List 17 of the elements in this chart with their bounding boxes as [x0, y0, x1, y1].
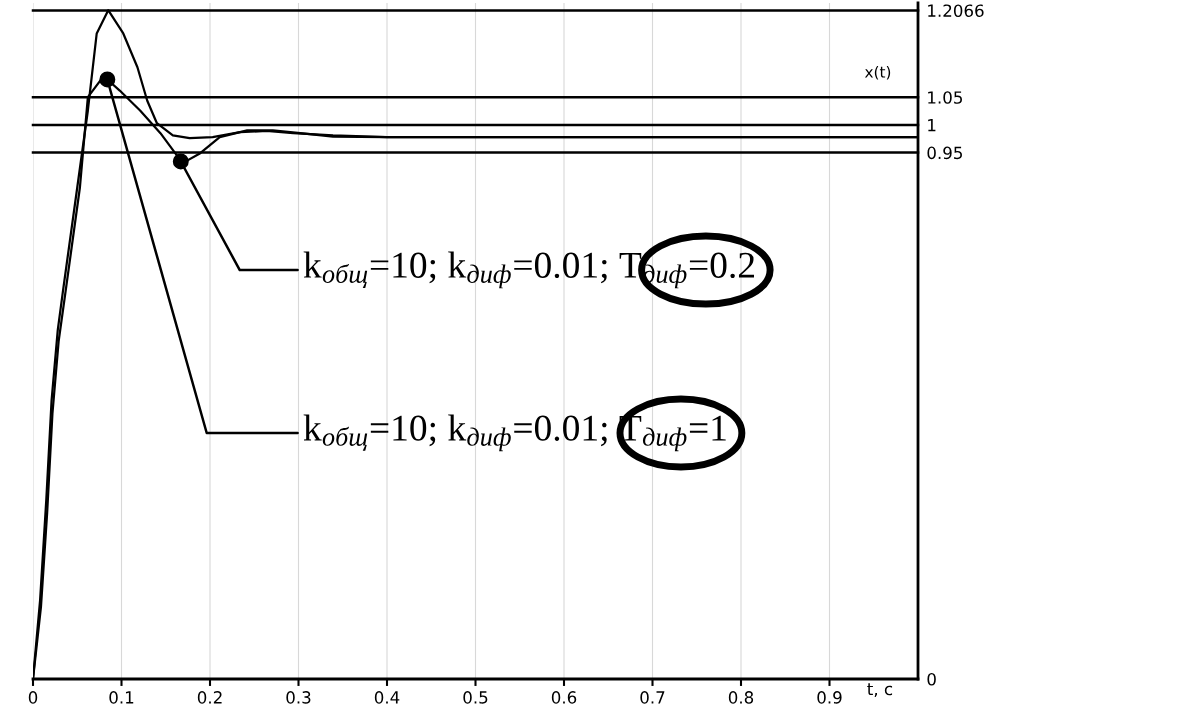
x-tick-label: 0.5	[463, 691, 488, 704]
y-tick-label: 1	[928, 119, 936, 132]
y-axis-title: x(t)	[864, 65, 891, 80]
x-tick-label: 0.3	[286, 691, 311, 704]
x-tick-label: 0.7	[640, 691, 665, 704]
x-axis-title: t, с	[867, 683, 893, 697]
y-tick-label: 0	[927, 672, 936, 686]
x-tick-label: 0.1	[109, 691, 134, 704]
y-tick-label: 0.95	[927, 146, 962, 160]
y-tick-label: 1.2066	[928, 4, 984, 17]
x-tick-label: 0.9	[817, 691, 842, 704]
y-tick-label: 1.05	[928, 91, 962, 104]
x-tick-label: 0.4	[374, 691, 400, 704]
x-tick-label: 0	[28, 691, 38, 704]
x-tick-label: 0.8	[728, 691, 754, 704]
x-tick-label: 0.2	[197, 691, 222, 704]
x-tick-label: 0.6	[551, 691, 577, 704]
